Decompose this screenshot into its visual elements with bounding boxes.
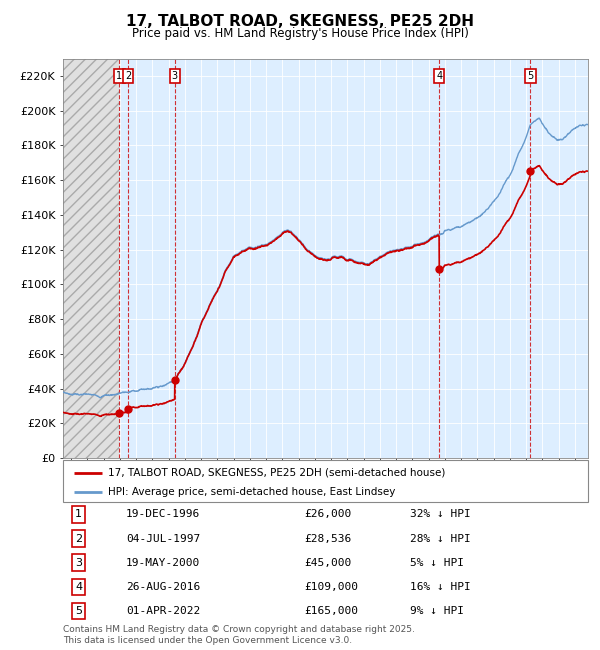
Text: 3: 3 [75,558,82,567]
Text: 4: 4 [75,582,82,592]
Bar [63,58,119,458]
Text: 4: 4 [436,71,442,81]
Text: Contains HM Land Registry data © Crown copyright and database right 2025.
This d: Contains HM Land Registry data © Crown c… [63,625,415,645]
Text: £165,000: £165,000 [305,606,359,616]
Text: 28% ↓ HPI: 28% ↓ HPI [409,534,470,543]
Text: 26-AUG-2016: 26-AUG-2016 [126,582,200,592]
Text: 17, TALBOT ROAD, SKEGNESS, PE25 2DH: 17, TALBOT ROAD, SKEGNESS, PE25 2DH [126,14,474,29]
Text: 2: 2 [125,71,131,81]
Text: £28,536: £28,536 [305,534,352,543]
Text: 5% ↓ HPI: 5% ↓ HPI [409,558,464,567]
Text: 5: 5 [527,71,533,81]
Text: 32% ↓ HPI: 32% ↓ HPI [409,510,470,519]
Text: 16% ↓ HPI: 16% ↓ HPI [409,582,470,592]
Text: 17, TALBOT ROAD, SKEGNESS, PE25 2DH (semi-detached house): 17, TALBOT ROAD, SKEGNESS, PE25 2DH (sem… [107,468,445,478]
Text: 01-APR-2022: 01-APR-2022 [126,606,200,616]
Text: 3: 3 [172,71,178,81]
Text: 9% ↓ HPI: 9% ↓ HPI [409,606,464,616]
Text: 5: 5 [75,606,82,616]
Text: £109,000: £109,000 [305,582,359,592]
Text: 2: 2 [75,534,82,543]
Text: 19-MAY-2000: 19-MAY-2000 [126,558,200,567]
Text: £26,000: £26,000 [305,510,352,519]
Text: HPI: Average price, semi-detached house, East Lindsey: HPI: Average price, semi-detached house,… [107,487,395,497]
Text: 1: 1 [116,71,122,81]
Text: £45,000: £45,000 [305,558,352,567]
Text: 04-JUL-1997: 04-JUL-1997 [126,534,200,543]
Text: 19-DEC-1996: 19-DEC-1996 [126,510,200,519]
Text: 1: 1 [75,510,82,519]
Text: Price paid vs. HM Land Registry's House Price Index (HPI): Price paid vs. HM Land Registry's House … [131,27,469,40]
